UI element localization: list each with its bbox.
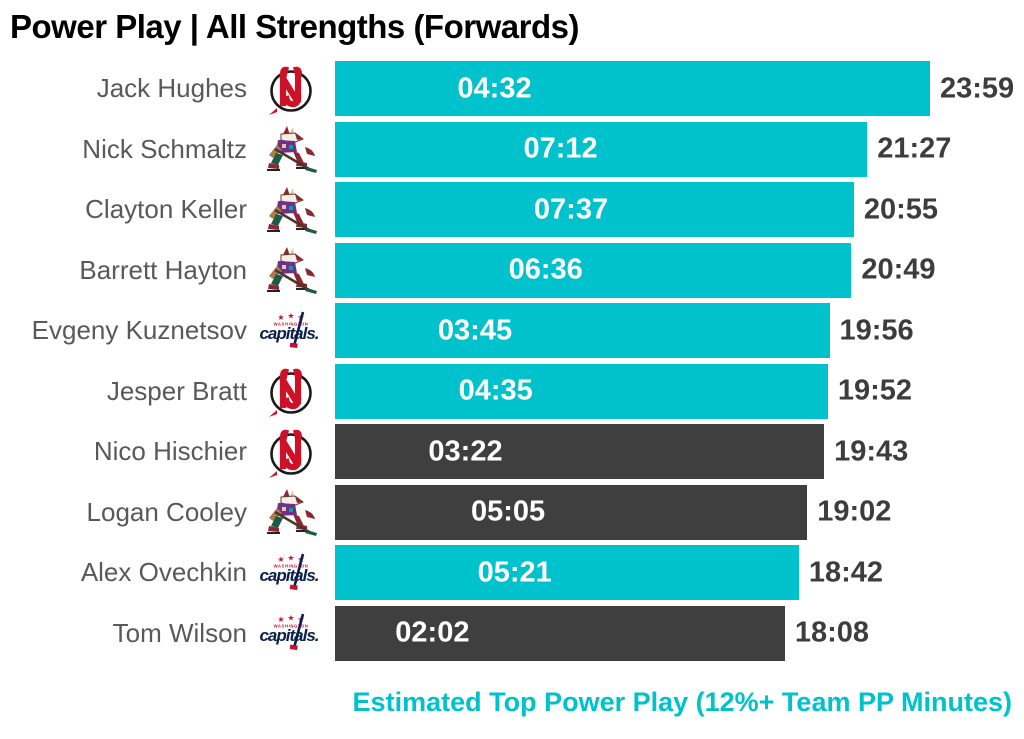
total-toi-label: 18:42	[808, 556, 884, 588]
player-name: Nico Hischier	[93, 436, 247, 466]
total-toi-label: 20:55	[863, 193, 939, 225]
svg-text:capitals.: capitals.	[259, 566, 318, 585]
pp-toi-label: 05:21	[477, 556, 552, 588]
pp-toi-label: 07:37	[533, 193, 609, 225]
total-toi-label: 18:08	[794, 616, 870, 649]
total-toi-bar: 05:05	[335, 484, 808, 540]
player-name: Jesper Bratt	[106, 375, 247, 406]
svg-text:★: ★	[287, 553, 294, 562]
svg-text:★: ★	[277, 313, 284, 322]
new-jersey-devils-logo	[247, 62, 335, 116]
total-toi-bar: 07:12	[335, 121, 868, 177]
bar-track: 07:12 21:27	[335, 121, 1024, 177]
bar-track: 07:37 20:55	[335, 182, 1024, 237]
pp-toi-label: 04:32	[457, 72, 532, 104]
total-toi-bar: 02:02	[335, 605, 785, 661]
total-toi-bar: 05:21	[335, 545, 799, 600]
chart-row: Clayton Keller 07:37 20:55	[0, 182, 1024, 237]
arizona-coyotes-logo	[247, 246, 335, 294]
pp-toi-label: 02:02	[395, 616, 470, 649]
total-toi-label: 23:59	[940, 72, 1015, 104]
new-jersey-devils-logo	[247, 425, 335, 479]
player-name: Alex Ovechkin	[80, 557, 247, 587]
bar-track: 02:02 18:08	[335, 605, 1024, 661]
bar-track: 04:35 19:52	[335, 363, 1024, 419]
total-toi-label: 21:27	[877, 132, 952, 165]
chart-row: Jack Hughes 04:32 23:59	[0, 61, 1024, 116]
chart-caption: Estimated Top Power Play (12%+ Team PP M…	[352, 686, 1012, 717]
total-toi-label: 19:52	[837, 374, 913, 407]
player-name: Logan Cooley	[86, 496, 247, 527]
player-name: Jack Hughes	[96, 73, 247, 103]
total-toi-bar: 04:32	[335, 61, 930, 116]
total-toi-bar: 03:22	[335, 424, 825, 479]
chart-row: Nico Hischier 03:22 19:43	[0, 424, 1024, 479]
pp-toi-label: 03:45	[437, 314, 513, 346]
bar-track: 05:05 19:02	[335, 484, 1024, 540]
svg-text:WASHINGTON: WASHINGTON	[274, 624, 309, 629]
pp-toi-label: 07:12	[523, 132, 598, 165]
svg-text:capitals.: capitals.	[259, 324, 318, 343]
power-play-toi-chart: Power Play | All Strengths (Forwards) Ja…	[0, 8, 1024, 739]
bar-track: 03:45 19:56	[335, 303, 1024, 358]
total-toi-label: 19:56	[839, 314, 914, 346]
arizona-coyotes-logo	[247, 488, 335, 536]
pp-toi-label: 05:05	[471, 495, 546, 528]
svg-text:★: ★	[287, 614, 294, 623]
chart-title: Power Play | All Strengths (Forwards)	[10, 8, 579, 45]
chart-row: Nick Schmaltz 07:12 21:27	[0, 121, 1024, 177]
svg-text:★: ★	[287, 311, 294, 320]
player-name: Tom Wilson	[112, 617, 247, 648]
pp-toi-label: 06:36	[508, 253, 583, 286]
pp-toi-label: 04:35	[458, 374, 533, 407]
arizona-coyotes-logo	[247, 125, 335, 173]
player-name: Evgeny Kuznetsov	[31, 315, 247, 345]
total-toi-bar: 06:36	[335, 242, 852, 298]
new-jersey-devils-logo	[247, 364, 335, 418]
total-toi-bar: 07:37	[335, 182, 854, 237]
player-name: Nick Schmaltz	[82, 133, 247, 164]
arizona-coyotes-logo	[247, 186, 335, 234]
total-toi-bar: 04:35	[335, 363, 828, 419]
chart-rows: Jack Hughes 04:32 23:59 Nick Schmaltz 07:12 2…	[0, 61, 1024, 661]
total-toi-label: 19:02	[817, 495, 892, 528]
player-name: Barrett Hayton	[79, 254, 247, 285]
svg-text:WASHINGTON: WASHINGTON	[274, 563, 309, 568]
svg-text:★: ★	[277, 555, 284, 564]
bar-track: 04:32 23:59	[335, 61, 1024, 116]
bar-track: 03:22 19:43	[335, 424, 1024, 479]
chart-row: Barrett Hayton 06:36 20:49	[0, 242, 1024, 298]
bar-track: 05:21 18:42	[335, 545, 1024, 600]
total-toi-bar: 03:45	[335, 303, 830, 358]
chart-row: Logan Cooley 05:05 19:02	[0, 484, 1024, 540]
bar-track: 06:36 20:49	[335, 242, 1024, 298]
player-name: Clayton Keller	[85, 194, 247, 224]
pp-toi-label: 03:22	[428, 435, 503, 467]
total-toi-label: 20:49	[861, 253, 936, 286]
total-toi-label: 19:43	[834, 435, 909, 467]
svg-text:★: ★	[277, 615, 284, 624]
chart-row: Alex Ovechkin★★★WASHINGTONcapitals.05:21…	[0, 545, 1024, 600]
svg-text:capitals.: capitals.	[259, 626, 318, 645]
chart-row: Jesper Bratt 04:35 19:52	[0, 363, 1024, 419]
chart-row: Evgeny Kuznetsov★★★WASHINGTONcapitals.03…	[0, 303, 1024, 358]
svg-text:WASHINGTON: WASHINGTON	[274, 321, 309, 326]
